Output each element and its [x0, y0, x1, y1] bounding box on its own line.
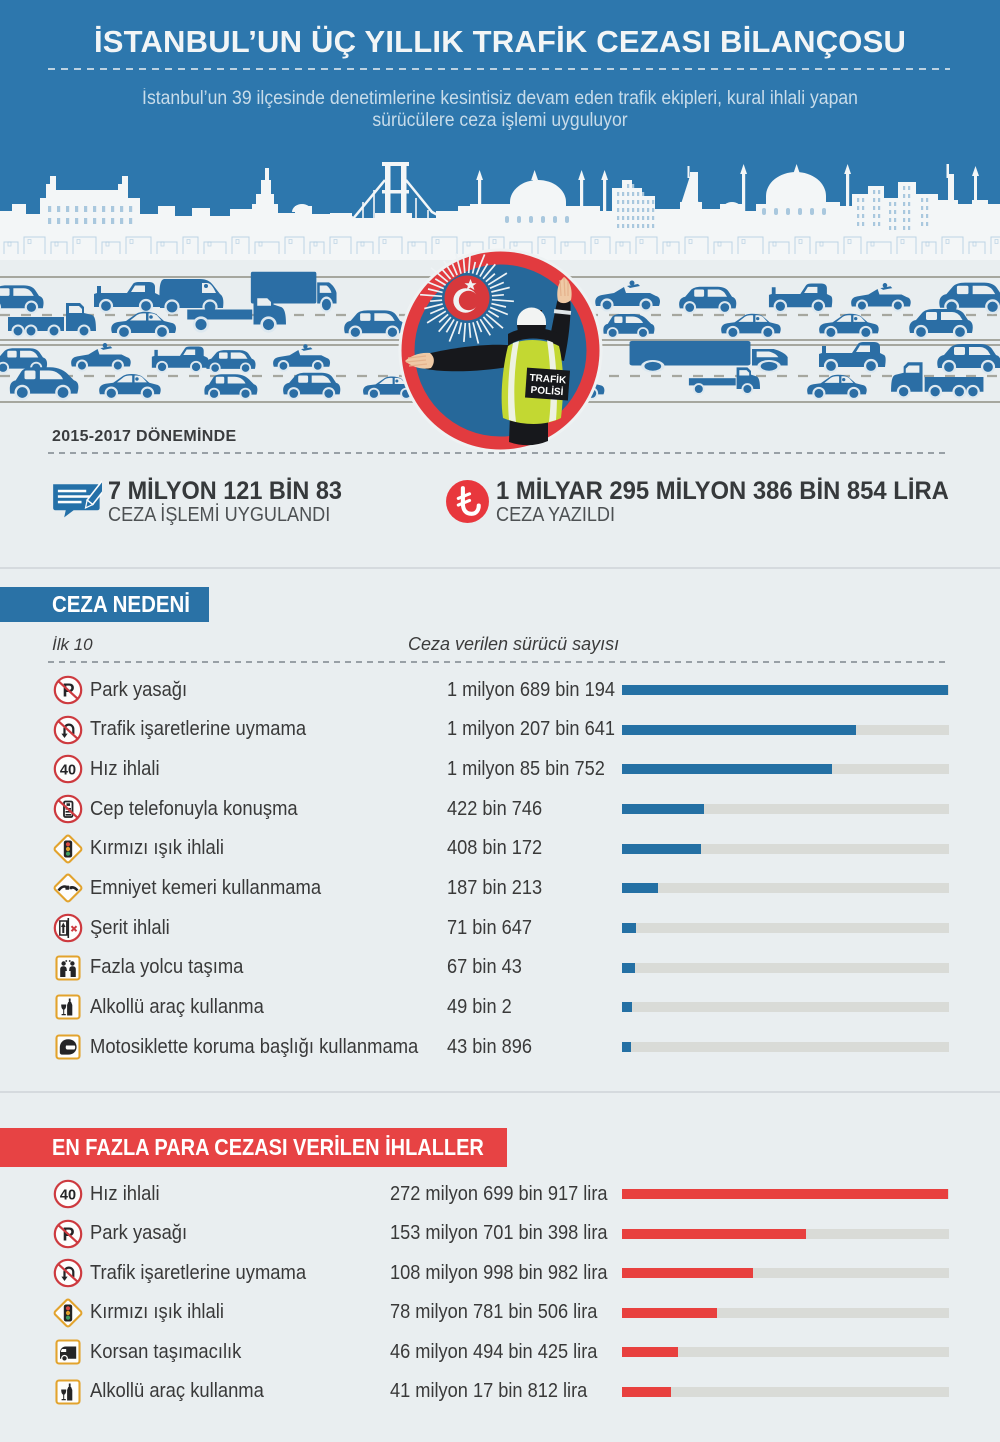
- svg-text:TRAFİK: TRAFİK: [529, 371, 567, 387]
- svg-text:POLİSİ: POLİSİ: [530, 383, 564, 398]
- svg-text:40: 40: [60, 763, 76, 779]
- svg-text:40: 40: [60, 1188, 76, 1204]
